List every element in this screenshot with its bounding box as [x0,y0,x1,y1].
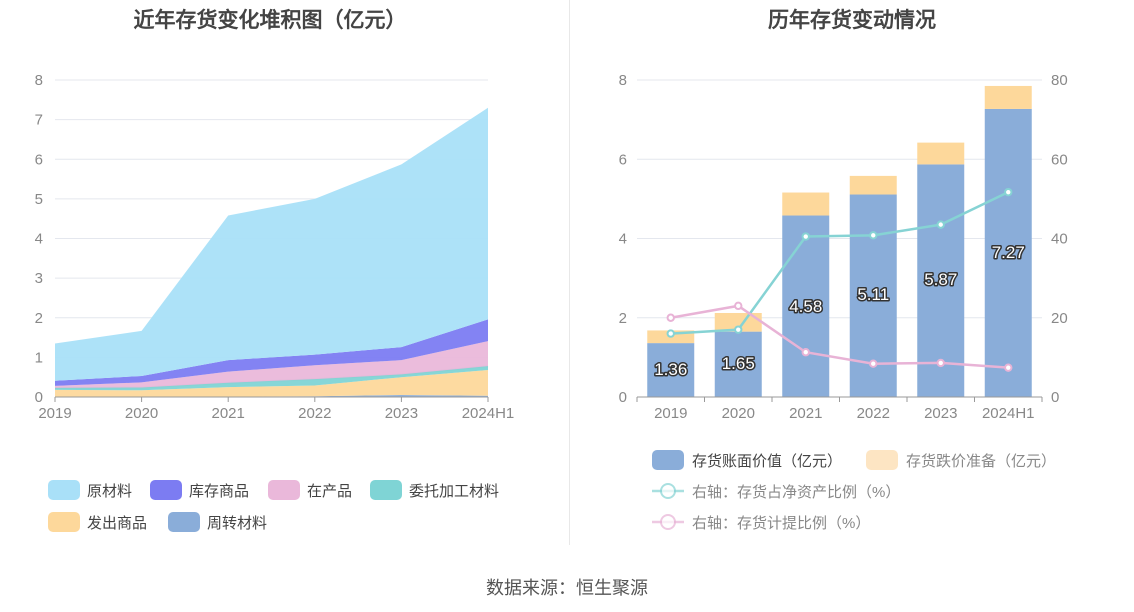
bar-impairment-reserve [782,192,830,216]
bar-book-value [782,215,830,397]
bar-book-value [714,331,762,397]
right-y2-tick-label: 80 [1051,72,1068,89]
source-name: 恒生聚源 [576,578,648,598]
left-y-tick-label: 5 [35,191,43,208]
bar-data-label: 1.65 [722,354,755,373]
legend-swatch-原材料 [48,480,80,500]
right-x-tick-label: 2020 [722,405,755,422]
left-x-tick-label: 2022 [298,405,331,422]
legend-label-line: 右轴：存货计提比例（%） [692,515,870,532]
legend-label-line: 右轴：存货占净资产比例（%） [692,484,900,501]
line-point [936,220,945,229]
line-point [801,232,810,241]
legend-swatch-周转材料 [168,512,200,532]
left-y-tick-label: 6 [35,151,43,168]
left-y-tick-label: 2 [35,310,43,327]
left-y-tick-label: 0 [35,389,43,406]
line-series-右轴：存货占净资产比例（%） [670,191,1009,335]
right-y2-tick-label: 20 [1051,310,1068,327]
legend-line-marker [660,483,676,499]
line-point [734,325,743,334]
left-y-tick-label: 4 [35,231,43,248]
legend-swatch-book-value [652,450,684,470]
area-series-原材料 [55,107,488,381]
bar-data-label: 5.11 [857,285,889,304]
bar-impairment-reserve [984,85,1032,109]
left-y-tick-label: 3 [35,270,43,287]
right-y2-tick-label: 0 [1051,389,1059,406]
right-x-tick-label: 2023 [924,405,957,422]
legend-swatch-委托加工材料 [370,480,402,500]
right-y2-tick-label: 40 [1051,231,1068,248]
right-y2-tick-label: 60 [1051,151,1068,168]
legend-swatch-库存商品 [150,480,182,500]
left-x-tick-label: 2021 [212,405,245,422]
right-x-tick-label: 2022 [857,405,890,422]
bar-impairment-reserve [917,142,965,165]
legend-label-委托加工材料: 委托加工材料 [409,483,499,500]
source-label: 数据来源： [486,578,576,598]
line-point [936,358,945,368]
left-x-tick-label: 2023 [385,405,418,422]
left-y-tick-label: 1 [35,349,43,366]
area-series-发出商品 [55,370,488,397]
right-y-tick-label: 0 [619,389,627,406]
legend-swatch-发出商品 [48,512,80,532]
legend-label-周转材料: 周转材料 [207,515,267,532]
right-x-tick-label: 2019 [654,405,687,422]
line-point [869,359,878,368]
legend-label-库存商品: 库存商品 [189,483,249,500]
line-point [801,348,810,357]
right-y-tick-label: 8 [619,72,627,89]
right-y-tick-label: 2 [619,310,627,327]
bar-data-label: 7.27 [992,243,1025,262]
legend-label-在产品: 在产品 [307,483,352,500]
legend-label-reserve: 存货跌价准备（亿元） [906,453,1056,470]
line-point [734,301,743,311]
left-y-tick-label: 7 [35,112,43,129]
left-chart-title: 近年存货变化堆积图（亿元） [134,8,407,32]
line-point [666,313,675,322]
line-series-右轴：存货计提比例（%） [670,304,1009,369]
source-footer: 数据来源：恒生聚源 [0,574,1134,600]
right-y-tick-label: 4 [619,231,627,248]
right-x-tick-label: 2024H1 [982,405,1035,422]
area-series-在产品 [55,341,488,388]
bar-data-label: 5.87 [924,270,957,289]
bar-impairment-reserve [714,312,762,332]
left-x-tick-label: 2020 [125,405,158,422]
right-x-tick-label: 2021 [789,405,822,422]
line-point [666,329,675,338]
right-chart-title: 历年存货变动情况 [768,8,936,32]
legend-label-原材料: 原材料 [87,483,132,500]
legend-line-marker [660,514,676,530]
line-point [869,231,878,240]
legend-label-发出商品: 发出商品 [87,515,147,532]
legend-swatch-reserve [866,450,898,470]
left-x-tick-label: 2019 [38,405,71,422]
bar-book-value [917,164,965,397]
legend-swatch-在产品 [268,480,300,500]
bar-book-value [647,343,695,397]
left-x-tick-label: 2024H1 [462,405,515,422]
bar-book-value [984,108,1032,398]
line-point [1004,363,1013,372]
left-y-tick-label: 8 [35,72,43,89]
panel-divider [569,0,570,545]
bar-data-label: 1.36 [654,360,687,379]
bar-impairment-reserve [849,175,897,195]
line-point [1004,187,1013,197]
legend-label-book-value: 存货账面价值（亿元） [692,453,842,470]
right-y-tick-label: 6 [619,151,627,168]
area-series-库存商品 [55,319,488,386]
bar-data-label: 4.58 [789,297,822,316]
